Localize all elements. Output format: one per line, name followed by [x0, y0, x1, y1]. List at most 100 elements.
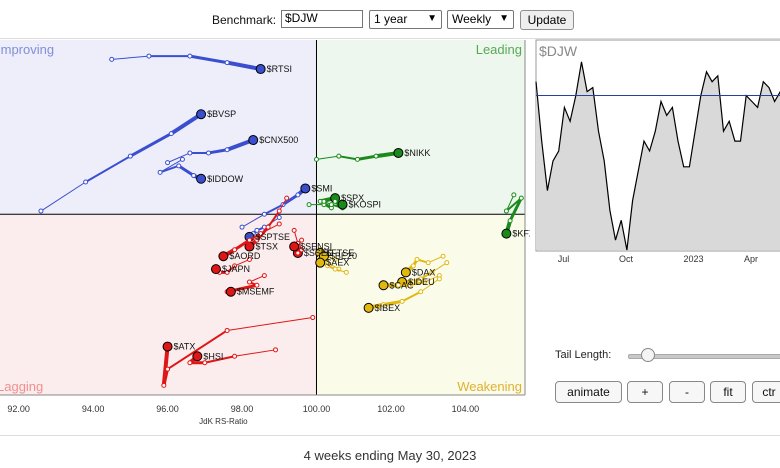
series-label: $IDEU — [408, 277, 435, 287]
center-button[interactable]: ctr — [752, 381, 780, 403]
x-tick-label: 102.00 — [377, 404, 405, 414]
tail-head-point — [192, 351, 203, 362]
tail-point — [332, 198, 338, 204]
tail-point — [232, 353, 238, 359]
quadrant-label-weakening: Weakening — [457, 379, 522, 394]
tail-point — [176, 163, 182, 169]
tail-point — [310, 315, 316, 321]
tail-segment — [225, 60, 263, 72]
tail-point — [127, 153, 133, 159]
tail-point — [38, 208, 44, 214]
tail-head-point — [400, 267, 411, 278]
tail-point — [187, 360, 193, 366]
series-label: $SENSI — [300, 242, 332, 252]
tail-length-slider[interactable] — [628, 354, 780, 359]
tail-point — [258, 231, 264, 237]
zoom-in-button[interactable]: + — [627, 381, 663, 403]
tail-head-point — [363, 302, 374, 313]
animate-button[interactable]: animate — [555, 381, 622, 403]
mini-x-tick-label: Jul — [558, 254, 570, 264]
quadrant-label-leading: Leading — [476, 42, 522, 57]
chevron-down-icon: ▼ — [427, 13, 437, 24]
frequency-select-value: Weekly — [452, 12, 492, 26]
tail-point — [295, 250, 301, 256]
tail-point — [261, 273, 267, 279]
tail-segment — [382, 299, 404, 307]
tail-point — [157, 169, 163, 175]
tail-head-point — [501, 228, 512, 239]
tail-point — [381, 302, 387, 308]
tail-point — [444, 260, 450, 266]
tail-point — [299, 247, 305, 253]
benchmark-input[interactable]: $DJW — [281, 10, 363, 28]
tail-point — [165, 366, 171, 372]
tail-point — [429, 269, 435, 275]
zoom-out-button[interactable]: - — [669, 381, 705, 403]
period-select[interactable]: 1 year ▼ — [369, 10, 442, 29]
tail-point — [146, 53, 152, 59]
tail-segment — [234, 258, 250, 267]
leading-quadrant — [316, 40, 525, 215]
benchmark-label: Benchmark: — [212, 13, 277, 27]
tail-point — [284, 195, 290, 201]
tail-length-slider-handle[interactable] — [641, 348, 655, 362]
tail-head-point — [378, 280, 389, 291]
tail-head-point — [255, 64, 266, 75]
tail-point — [224, 269, 230, 275]
period-select-value: 1 year — [374, 12, 408, 26]
tail-point — [83, 179, 89, 185]
series-label: $ATX — [174, 342, 196, 352]
tail-segment — [128, 132, 173, 158]
tail-point — [414, 256, 420, 262]
tail-segment — [401, 290, 422, 303]
tail-point — [354, 156, 360, 162]
tail-segment — [234, 349, 277, 357]
series-label: $IBEX — [375, 303, 401, 313]
x-tick-label: 94.00 — [82, 404, 105, 414]
tail-point — [518, 195, 524, 201]
weakening-quadrant — [316, 214, 525, 395]
tail-point — [399, 298, 405, 304]
tail-point — [261, 211, 267, 217]
tail-head-point — [196, 109, 207, 120]
update-button[interactable]: Update — [520, 10, 574, 30]
frequency-select[interactable]: Weekly ▼ — [447, 10, 514, 29]
mini-area-fill — [536, 61, 780, 250]
tail-point — [373, 153, 379, 159]
tail-point — [276, 221, 282, 227]
tail-segment — [508, 196, 523, 223]
quadrant-label-lagging: Lagging — [0, 379, 43, 394]
tail-point — [425, 260, 431, 266]
rrg-chart: Improving Leading Lagging Weakening 92.00 94.… — [0, 40, 530, 426]
tail-point — [254, 227, 260, 233]
tail-point — [507, 218, 513, 224]
series-label: $IDDOW — [207, 174, 244, 184]
x-tick-label: 98.00 — [231, 404, 254, 414]
tail-point — [313, 156, 319, 162]
mini-line — [535, 61, 780, 251]
tail-point — [407, 282, 413, 288]
series-label: $SPX — [341, 193, 364, 203]
series-label: $KOSPI — [349, 200, 382, 210]
x-tick-label: 92.00 — [7, 404, 30, 414]
series-label: $BVSP — [207, 109, 236, 119]
series-label: $BE20 — [330, 251, 357, 261]
tail-point — [246, 256, 252, 262]
tail-segment — [167, 152, 191, 164]
tail-head-point — [196, 173, 207, 184]
tail-point — [325, 263, 331, 269]
x-axis-label: JdK RS-Ratio — [199, 417, 248, 426]
tail-point — [224, 327, 230, 333]
fit-button[interactable]: fit — [710, 381, 746, 403]
mini-x-tick-label: Apr — [744, 254, 758, 264]
tail-segment — [111, 55, 150, 60]
tail-segment — [166, 329, 229, 371]
series-label: $SMI — [311, 183, 332, 193]
tail-point — [276, 215, 282, 220]
tail-point — [246, 279, 252, 285]
tail-point — [295, 192, 301, 198]
tail-segment — [84, 155, 132, 183]
tail-point — [187, 150, 193, 156]
tail-point — [418, 289, 424, 295]
chevron-down-icon: ▼ — [499, 13, 509, 24]
